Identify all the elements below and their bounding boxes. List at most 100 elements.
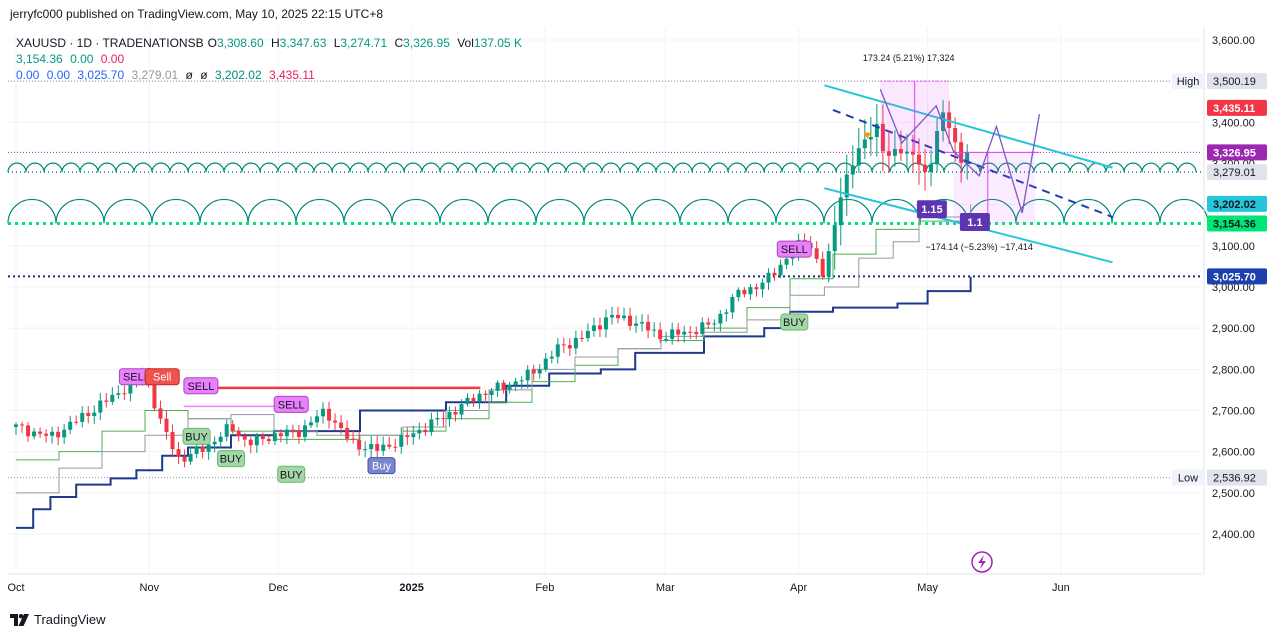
candle-body[interactable] xyxy=(381,444,386,451)
candle-body[interactable] xyxy=(549,356,554,359)
candle-body[interactable] xyxy=(898,148,903,154)
candle-body[interactable] xyxy=(603,317,608,330)
candle-body[interactable] xyxy=(555,344,560,357)
candle-body[interactable] xyxy=(363,449,368,451)
candle-body[interactable] xyxy=(290,429,295,431)
candle-body[interactable] xyxy=(387,444,392,447)
candle-body[interactable] xyxy=(465,397,470,405)
candle-body[interactable] xyxy=(616,314,620,319)
candle-body[interactable] xyxy=(646,322,651,331)
candle-body[interactable] xyxy=(941,112,946,131)
candle-body[interactable] xyxy=(670,329,675,339)
candle-body[interactable] xyxy=(573,337,578,349)
candle-body[interactable] xyxy=(501,382,506,390)
candle-body[interactable] xyxy=(80,412,85,422)
candle-body[interactable] xyxy=(116,393,121,395)
candle-body[interactable] xyxy=(700,322,705,335)
candle-body[interactable] xyxy=(561,344,566,346)
candle-body[interactable] xyxy=(838,197,843,226)
candle-body[interactable] xyxy=(886,151,891,156)
candle-body[interactable] xyxy=(351,438,356,440)
candle-body[interactable] xyxy=(345,428,350,439)
candle-body[interactable] xyxy=(62,429,67,438)
candle-body[interactable] xyxy=(86,412,91,416)
candle-body[interactable] xyxy=(850,165,855,175)
candle-body[interactable] xyxy=(531,369,536,374)
candle-body[interactable] xyxy=(826,251,831,277)
candle-body[interactable] xyxy=(862,139,867,149)
candle-body[interactable] xyxy=(778,264,783,276)
candle-body[interactable] xyxy=(327,408,332,421)
candle-body[interactable] xyxy=(507,385,512,390)
candle-body[interactable] xyxy=(917,154,921,165)
candle-body[interactable] xyxy=(742,289,747,295)
candle-body[interactable] xyxy=(892,148,897,156)
candle-body[interactable] xyxy=(844,174,849,198)
candle-body[interactable] xyxy=(935,130,940,165)
candle-body[interactable] xyxy=(170,432,175,450)
candle-body[interactable] xyxy=(56,431,61,438)
candle-body[interactable] xyxy=(242,436,247,440)
candle-body[interactable] xyxy=(784,258,789,265)
candle-body[interactable] xyxy=(694,331,699,335)
candle-body[interactable] xyxy=(658,329,663,340)
candle-body[interactable] xyxy=(423,429,428,433)
candle-body[interactable] xyxy=(874,123,879,138)
candle-body[interactable] xyxy=(417,429,422,434)
tradingview-logo[interactable]: TradingView xyxy=(10,612,106,627)
candle-body[interactable] xyxy=(357,439,362,450)
candle-body[interactable] xyxy=(200,446,205,452)
candle-body[interactable] xyxy=(333,420,338,423)
candle-body[interactable] xyxy=(453,412,458,415)
candle-body[interactable] xyxy=(411,433,416,438)
candle-body[interactable] xyxy=(429,419,434,433)
candle-body[interactable] xyxy=(20,424,25,426)
candle-body[interactable] xyxy=(44,433,49,436)
candle-body[interactable] xyxy=(206,444,211,452)
candle-body[interactable] xyxy=(814,248,819,259)
candle-body[interactable] xyxy=(597,325,602,330)
candle-body[interactable] xyxy=(128,379,133,394)
candle-body[interactable] xyxy=(880,123,885,152)
candle-body[interactable] xyxy=(164,418,169,433)
candle-body[interactable] xyxy=(718,313,723,324)
candle-body[interactable] xyxy=(375,443,380,451)
candle-body[interactable] xyxy=(152,383,157,409)
candle-body[interactable] xyxy=(248,439,253,446)
candle-body[interactable] xyxy=(212,441,217,445)
candle-body[interactable] xyxy=(724,312,729,314)
candle-body[interactable] xyxy=(477,393,482,402)
price-chart[interactable]: 173.24 (5.21%) 17,324 −174.14 (−5.23%) −1… xyxy=(0,0,1281,604)
plot-area[interactable] xyxy=(8,28,1202,574)
candle-body[interactable] xyxy=(832,225,837,252)
candle-body[interactable] xyxy=(14,424,18,427)
candle-body[interactable] xyxy=(278,433,283,437)
candle-body[interactable] xyxy=(321,408,326,417)
candle-body[interactable] xyxy=(712,323,717,325)
candle-body[interactable] xyxy=(369,443,374,450)
candle-body[interactable] xyxy=(513,381,518,386)
channel-mid-dashed[interactable] xyxy=(832,109,1113,218)
candle-body[interactable] xyxy=(98,400,103,413)
candle-body[interactable] xyxy=(224,424,229,437)
candle-body[interactable] xyxy=(585,330,590,339)
candle-body[interactable] xyxy=(591,325,596,331)
candle-body[interactable] xyxy=(910,151,915,155)
channel-upper-line[interactable] xyxy=(824,84,1113,169)
candle-body[interactable] xyxy=(730,297,735,313)
candle-body[interactable] xyxy=(543,358,548,370)
candle-body[interactable] xyxy=(50,431,55,436)
candle-body[interactable] xyxy=(122,393,127,395)
candle-body[interactable] xyxy=(628,315,633,326)
candle-body[interactable] xyxy=(194,446,199,454)
candle-body[interactable] xyxy=(435,418,440,420)
candle-body[interactable] xyxy=(74,421,79,423)
candle-body[interactable] xyxy=(682,331,687,335)
candle-body[interactable] xyxy=(266,439,271,442)
candle-body[interactable] xyxy=(754,287,759,290)
candle-body[interactable] xyxy=(110,394,115,402)
candle-body[interactable] xyxy=(495,382,500,391)
candle-body[interactable] xyxy=(868,137,873,140)
candle-body[interactable] xyxy=(965,152,970,163)
candle-body[interactable] xyxy=(579,337,584,339)
